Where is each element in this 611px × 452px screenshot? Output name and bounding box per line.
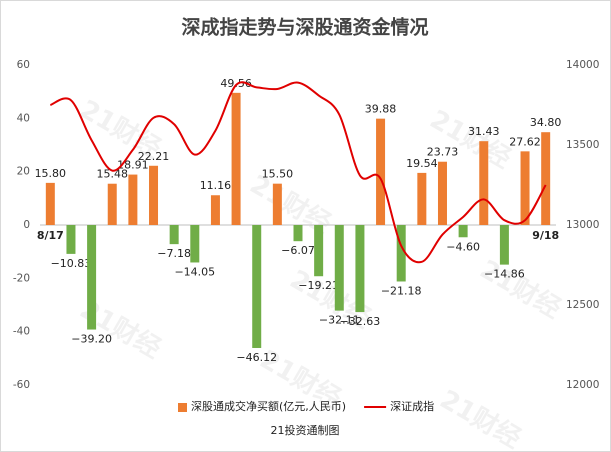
data-label: −14.86 [484, 268, 525, 281]
data-label: 15.80 [35, 167, 67, 180]
legend-label: 深股通成交净买额(亿元,人民币) [191, 399, 346, 413]
bar [541, 132, 551, 225]
bar [107, 183, 117, 225]
data-label: 19.54 [406, 157, 438, 170]
y-tick-label: 60 [17, 59, 30, 71]
y-tick-label: 0 [23, 219, 30, 231]
y-tick-label: -20 [13, 272, 30, 284]
bar [87, 225, 97, 330]
y-tick-label: -60 [13, 379, 30, 391]
data-label: −32.63 [340, 315, 381, 328]
bar [499, 225, 509, 265]
x-tick-label: 8/17 [37, 229, 64, 242]
data-label: 39.88 [365, 103, 397, 116]
y2-tick-label: 14000 [566, 59, 599, 71]
y-tick-label: 20 [17, 166, 30, 178]
bar [396, 225, 406, 282]
data-label: −7.18 [157, 247, 191, 260]
footer: 21投资通制图 [271, 423, 340, 437]
data-label: 15.48 [96, 168, 128, 181]
bar [520, 151, 530, 225]
data-label: −21.18 [381, 284, 422, 297]
bar [210, 195, 220, 225]
bar [190, 225, 200, 263]
bar [272, 183, 282, 225]
data-label: −14.05 [174, 265, 215, 278]
data-label: 11.16 [200, 179, 232, 192]
data-label: 23.73 [427, 146, 459, 159]
bar [334, 225, 344, 311]
y-tick-label: -40 [13, 326, 30, 338]
data-label: 22.21 [138, 150, 170, 163]
data-label: 27.62 [509, 135, 541, 148]
x-tick-label: 9/18 [532, 229, 559, 242]
bar [417, 172, 427, 225]
legend-swatch [178, 403, 187, 412]
data-label: −6.07 [281, 244, 315, 257]
bar [376, 118, 386, 225]
bar [437, 161, 447, 225]
line [49, 81, 547, 264]
data-label: 49.56 [220, 77, 252, 90]
bar [293, 225, 303, 242]
bar [66, 225, 76, 254]
bar [149, 165, 159, 225]
bar [128, 174, 138, 225]
data-label: 15.50 [262, 168, 294, 181]
y-tick-label: 40 [17, 112, 30, 124]
bar [252, 225, 262, 348]
legend-label: 深证成指 [390, 399, 434, 413]
y2-tick-label: 13500 [566, 139, 599, 151]
bar [45, 182, 55, 225]
bar [479, 141, 489, 225]
data-label: 31.43 [468, 125, 500, 138]
bar [355, 225, 365, 313]
data-label: −32.11 [319, 314, 360, 327]
y2-tick-label: 12000 [566, 379, 599, 391]
data-label: −19.21 [298, 279, 339, 292]
bar [314, 225, 324, 277]
chart-title: 深成指走势与深股通资金情况 [181, 16, 428, 39]
data-label: −46.12 [236, 351, 277, 364]
bar [458, 225, 468, 238]
y2-tick-label: 12500 [566, 299, 599, 311]
bar [169, 225, 179, 245]
data-label: 34.80 [530, 116, 562, 129]
y2-tick-label: 13000 [566, 219, 599, 231]
data-label: −4.60 [446, 240, 480, 253]
data-label: −10.83 [51, 257, 92, 270]
bar [231, 92, 241, 225]
data-label: −39.20 [71, 333, 112, 346]
